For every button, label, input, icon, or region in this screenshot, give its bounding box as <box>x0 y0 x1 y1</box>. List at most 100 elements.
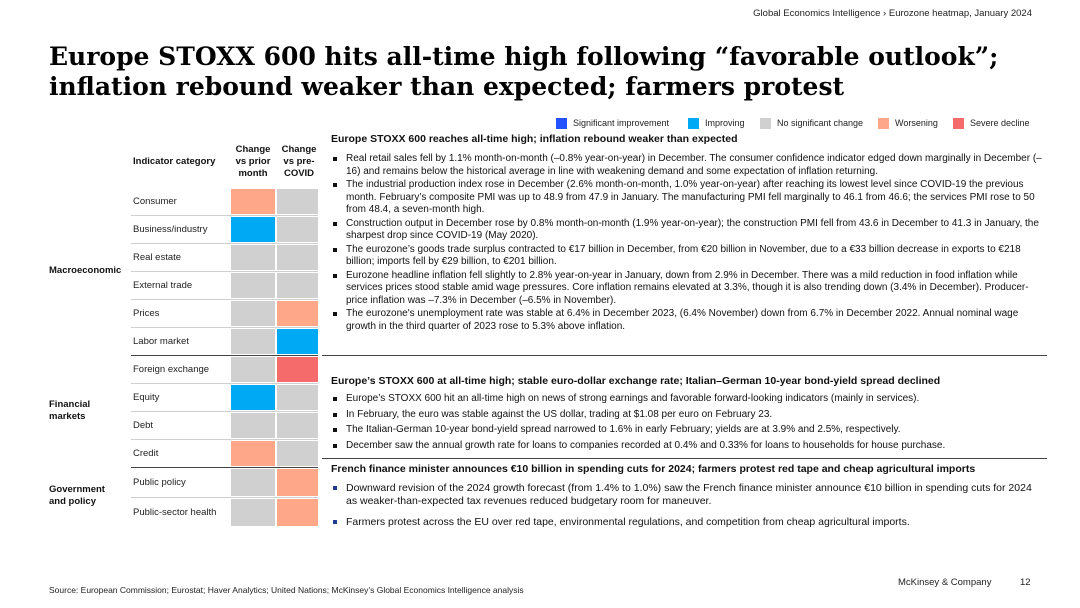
bullet-item: The eurozone's unemployment rate was sta… <box>331 308 1043 333</box>
header-line: Change <box>235 144 271 155</box>
heat-cell-prior-month <box>231 273 275 298</box>
bullet-item: Construction output in December rose by … <box>331 218 1043 243</box>
indicator-label: Consumer <box>133 196 177 207</box>
bullet-text: The Italian-German 10-year bond-yield sp… <box>346 424 901 435</box>
bullet-item: December saw the annual growth rate for … <box>331 440 1043 453</box>
heat-cell-prior-month <box>231 189 275 214</box>
row-divider <box>131 215 318 216</box>
bullet-item: The industrial production index rose in … <box>331 179 1043 217</box>
bullet-text: In February, the euro was stable against… <box>346 408 773 420</box>
section-divider <box>322 458 1047 459</box>
bullet-marker <box>333 247 337 252</box>
row-divider <box>131 299 318 300</box>
header-line: vs prior <box>235 156 271 167</box>
legend-label: Significant improvement <box>573 118 670 128</box>
header-line: COVID <box>283 168 315 179</box>
legend-swatch <box>953 118 964 129</box>
heat-cell-prior-month <box>231 441 275 466</box>
heat-cell-pre-covid <box>277 189 318 214</box>
section-title-government-and-policy: French finance minister announces €10 bi… <box>331 463 976 475</box>
heat-cell-pre-covid <box>277 499 318 526</box>
bullet-marker <box>333 183 337 187</box>
indicator-label: Public policy <box>133 477 186 488</box>
bullet-marker <box>333 520 337 524</box>
heat-cell-pre-covid <box>277 217 318 242</box>
bullet-text: The eurozone’s goods trade surplus contr… <box>346 243 1021 268</box>
legend-label: Improving <box>705 118 745 128</box>
heat-cell-prior-month <box>231 469 275 496</box>
row-divider <box>131 271 318 272</box>
indicator-label: Debt <box>133 420 154 431</box>
legend-swatch <box>760 118 771 129</box>
header-line: Change <box>281 144 317 155</box>
group-label-financial-markets: Financial markets <box>49 399 90 423</box>
indicator-label: Business/industry <box>133 224 208 235</box>
indicator-label: Equity <box>133 392 160 403</box>
brand-wordmark: McKinsey & Company <box>898 577 992 588</box>
section-title-financial-markets: Europe’s STOXX 600 at all-time high; sta… <box>331 375 941 387</box>
bullet-marker <box>333 312 337 316</box>
bullet-list-financial-markets: Europe’s STOXX 600 hit an all-time high … <box>331 393 1043 455</box>
source-note: Source: European Commission; Eurostat; H… <box>49 585 524 595</box>
bullet-text: Real retail sales fell by 1.1% month-on-… <box>346 153 1042 177</box>
row-divider <box>131 497 318 498</box>
bullet-text: Downward revision of the 2024 growth for… <box>346 482 1032 507</box>
header-line: vs pre- <box>283 156 315 167</box>
heat-cell-pre-covid <box>277 357 318 382</box>
heat-cell-pre-covid <box>277 273 318 298</box>
bullet-marker <box>333 428 337 432</box>
bullet-marker <box>333 412 337 417</box>
row-divider <box>131 243 318 244</box>
bullet-text: December saw the annual growth rate for … <box>346 439 946 451</box>
bullet-item: Real retail sales fell by 1.1% month-on-… <box>331 153 1043 178</box>
heat-cell-pre-covid <box>277 301 318 326</box>
bullet-marker <box>333 397 337 401</box>
section-divider <box>322 355 1047 356</box>
bullet-item: The eurozone’s goods trade surplus contr… <box>331 244 1043 269</box>
row-divider <box>131 383 318 384</box>
heat-cell-prior-month <box>231 217 275 242</box>
bullet-marker <box>333 221 337 226</box>
group-label-macroeconomic: Macroeconomic <box>49 265 121 277</box>
indicator-label: Real estate <box>133 252 182 263</box>
indicator-label: Labor market <box>133 336 189 347</box>
heat-cell-prior-month <box>231 357 275 382</box>
bullet-item: Downward revision of the 2024 growth for… <box>331 482 1043 508</box>
heat-cell-prior-month <box>231 385 275 410</box>
title-line-2: inflation rebound weaker than expected; … <box>49 72 845 101</box>
group-label-line: Financial <box>49 399 91 410</box>
group-label-line: markets <box>49 411 86 422</box>
bullet-text: The industrial production index rose in … <box>346 179 1035 215</box>
indicator-category-header: Indicator category <box>133 156 216 167</box>
heat-cell-prior-month <box>231 413 275 438</box>
heat-cell-prior-month <box>231 245 275 270</box>
indicator-label: Foreign exchange <box>133 364 210 375</box>
section-title-macroeconomic: Europe STOXX 600 reaches all-time high; … <box>331 133 738 145</box>
heat-cell-pre-covid <box>277 413 318 438</box>
group-label-government-and-policy: Government and policy <box>49 484 105 508</box>
heat-cell-pre-covid <box>277 469 318 496</box>
heat-cell-prior-month <box>231 301 275 326</box>
bullet-item: Eurozone headline inflation fell slightl… <box>331 270 1043 308</box>
bullet-item: In February, the euro was stable against… <box>331 409 1043 422</box>
bullet-text: Europe’s STOXX 600 hit an all-time high … <box>346 393 920 404</box>
group-divider <box>131 467 318 468</box>
bullet-text: Farmers protest across the EU over red t… <box>346 516 910 528</box>
title-line-1: Europe STOXX 600 hits all-time high foll… <box>49 42 999 71</box>
bullet-text: Construction output in December rose by … <box>346 217 1039 242</box>
legend-label: Worsening <box>895 118 938 128</box>
legend-swatch <box>688 118 699 129</box>
legend-swatch <box>556 118 567 129</box>
bullet-text: Eurozone headline inflation fell slightl… <box>346 269 1029 306</box>
group-label-line: Government <box>49 484 105 495</box>
legend-label: Severe decline <box>970 118 1030 128</box>
heat-cell-pre-covid <box>277 329 318 354</box>
group-label-line: Macroeconomic <box>49 265 122 276</box>
heat-cell-pre-covid <box>277 441 318 466</box>
bullet-marker <box>333 273 337 278</box>
page-title: Europe STOXX 600 hits all-time high foll… <box>49 42 1039 102</box>
bullet-list-government-and-policy: Downward revision of the 2024 growth for… <box>331 482 1043 537</box>
group-divider <box>131 355 318 356</box>
row-divider <box>131 439 318 440</box>
indicator-label: Prices <box>133 308 160 319</box>
